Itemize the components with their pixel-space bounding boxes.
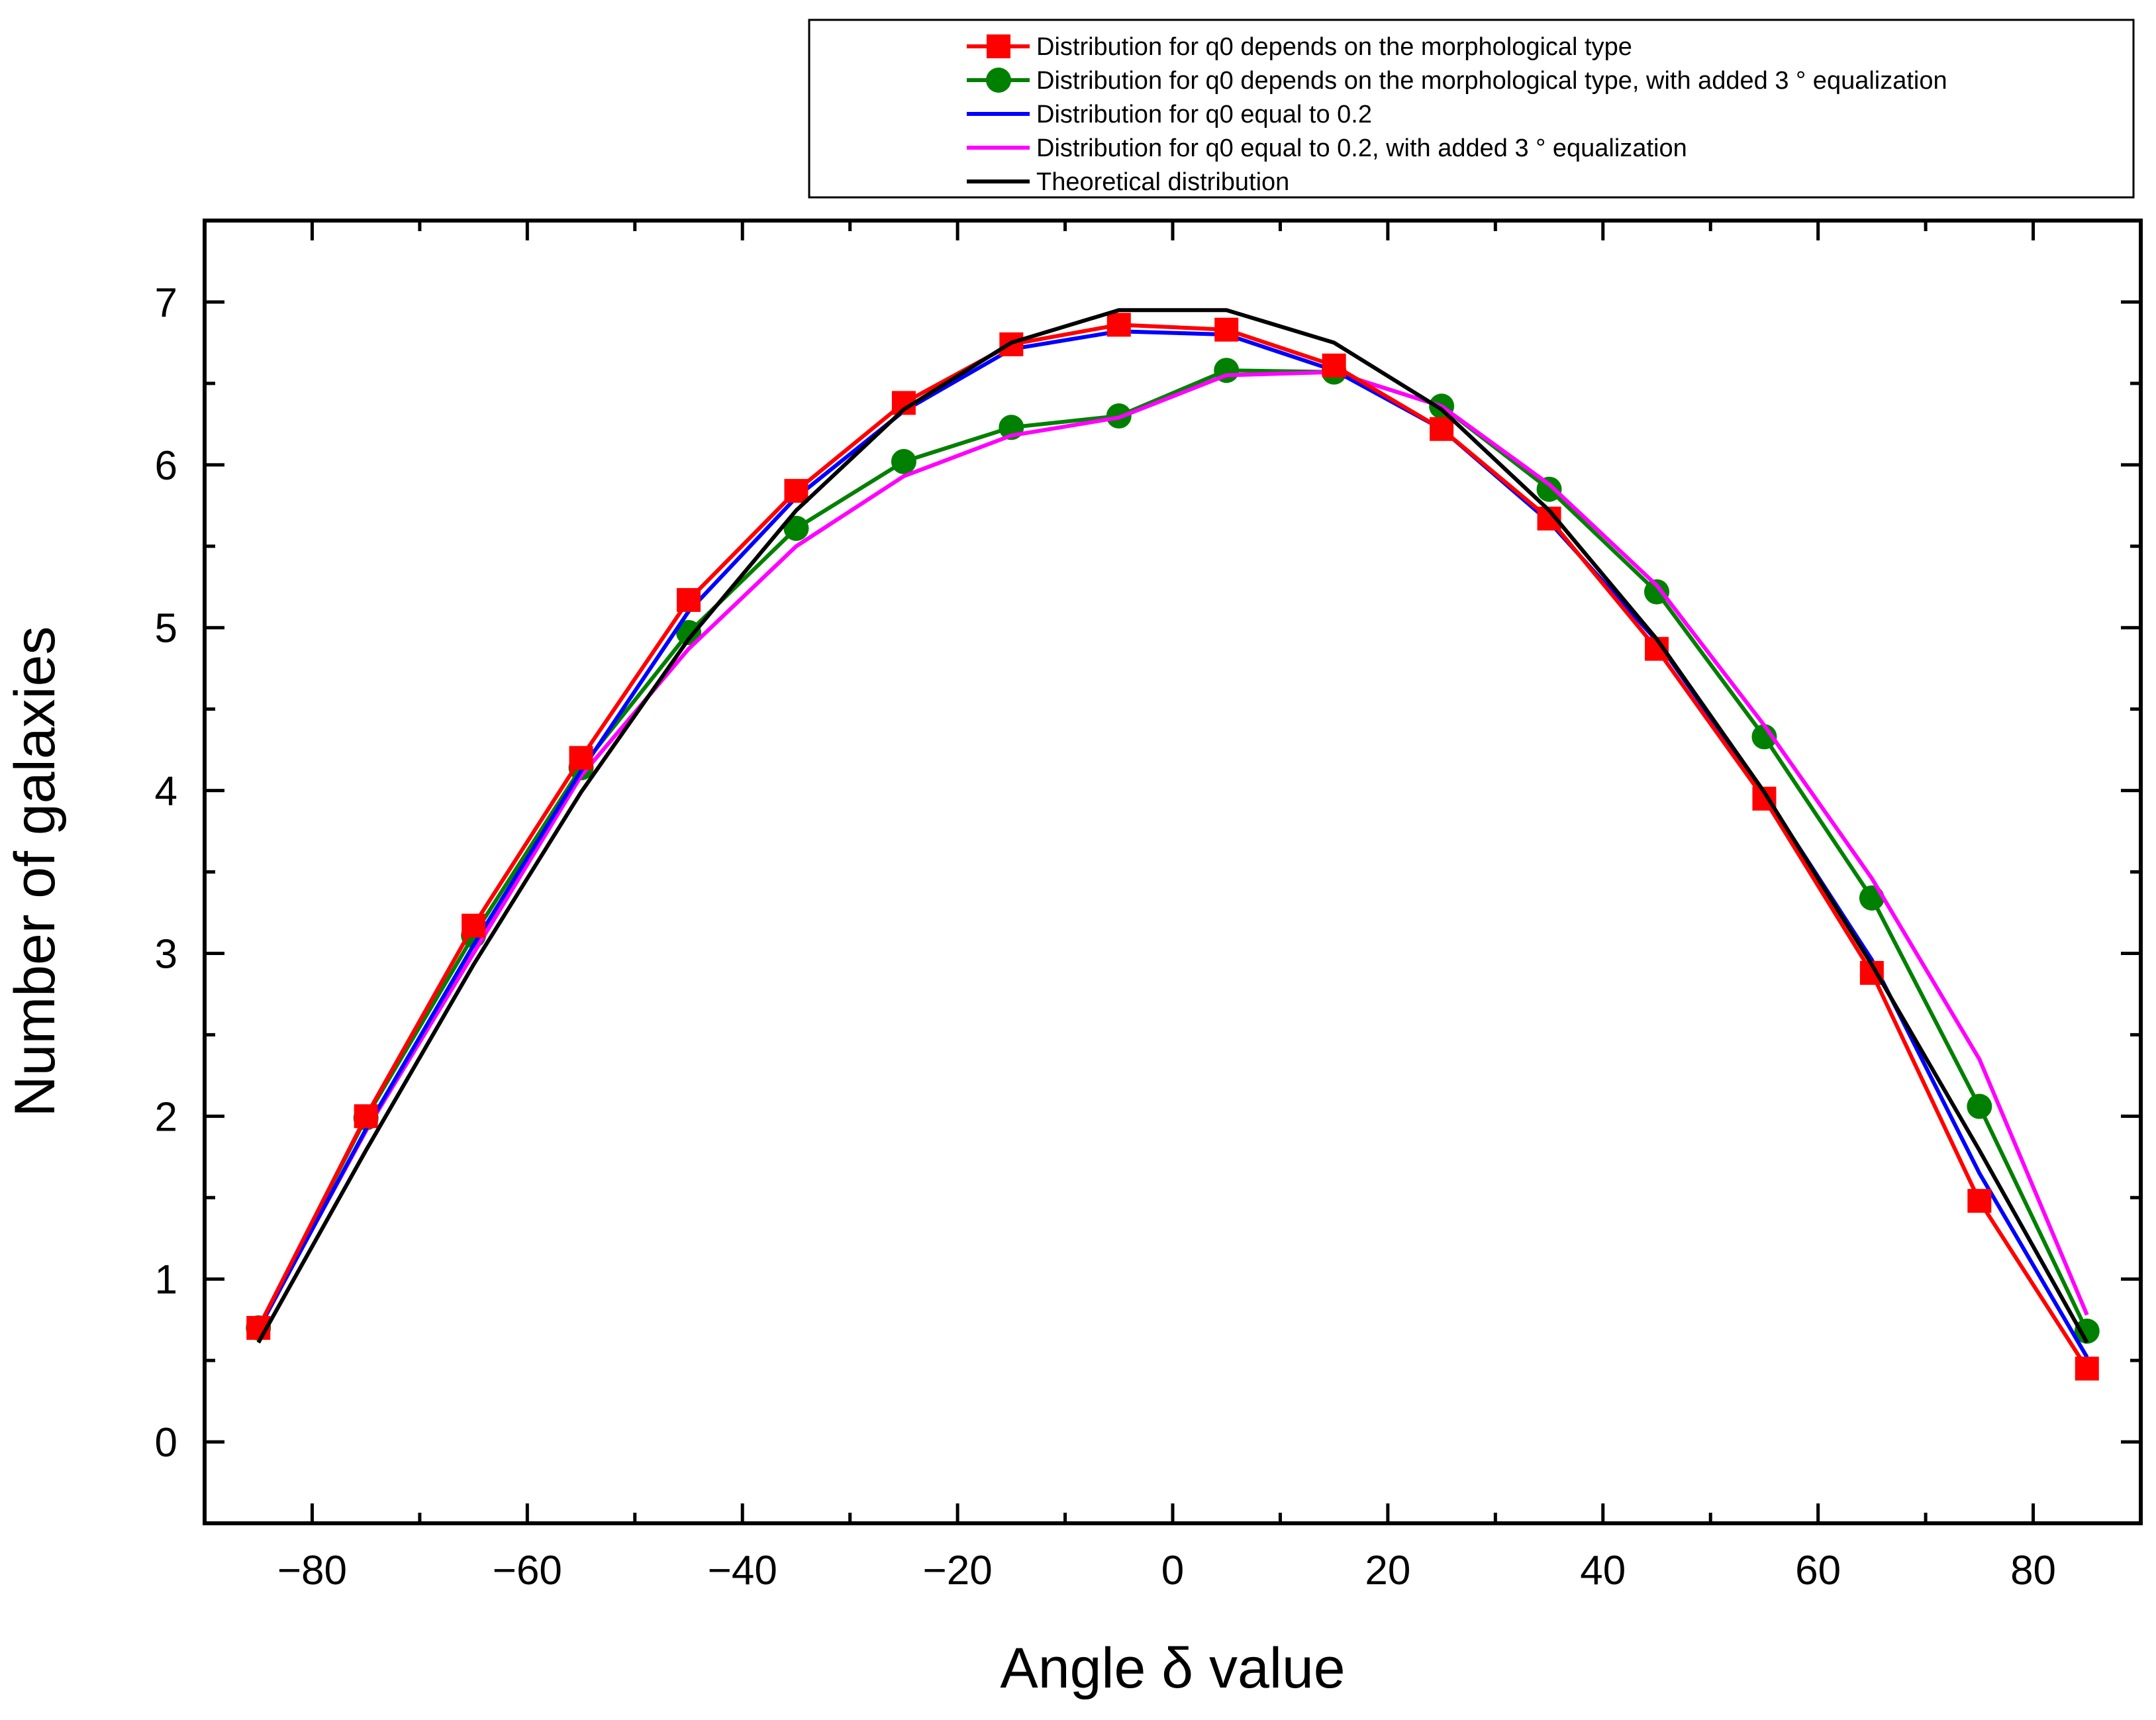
legend-marker-square <box>987 34 1010 58</box>
series-0-point <box>1322 353 1346 378</box>
series-0-point <box>2075 1356 2099 1381</box>
series-line-3 <box>256 370 2089 1329</box>
y-tick-label: 2 <box>155 1094 177 1140</box>
series-1-point <box>1967 1093 1992 1119</box>
legend-label-1: Distribution for q0 depends on the morph… <box>1036 67 1947 95</box>
legend: Distribution for q0 depends on the morph… <box>808 19 2135 199</box>
series-layer <box>246 308 2100 1381</box>
x-tick-label: 0 <box>1161 1548 1184 1594</box>
legend-label-4: Theoretical distribution <box>1036 168 1289 196</box>
x-tick-label: −40 <box>708 1548 777 1594</box>
tick-labels: −80 −60 −40 −20 0 20 40 60 80 0 1 2 3 4 5 6 7 <box>155 280 2057 1594</box>
x-tick-label: 40 <box>1580 1548 1626 1594</box>
series-0-point <box>569 746 593 770</box>
x-axis-title: Angle δ value <box>1000 1637 1345 1700</box>
series-0-point <box>354 1104 378 1129</box>
series-0-point <box>462 913 486 938</box>
series-0-point <box>1214 317 1239 342</box>
series-1-point <box>891 448 916 474</box>
series-1-point <box>1751 724 1777 750</box>
series-1-point <box>1644 579 1669 605</box>
legend-marker-circle <box>986 68 1011 93</box>
series-line-0 <box>256 323 2089 1370</box>
x-tick-label: 80 <box>2010 1548 2056 1594</box>
series-line-4 <box>256 308 2089 1344</box>
series-0-point <box>677 587 701 612</box>
y-tick-label: 7 <box>155 280 177 326</box>
x-tick-label: 20 <box>1365 1548 1410 1594</box>
x-tick-label: −80 <box>277 1548 347 1594</box>
x-tick-label: 60 <box>1795 1548 1841 1594</box>
axis-ticks <box>203 219 2143 1525</box>
x-tick-label: −20 <box>923 1548 993 1594</box>
y-tick-label: 4 <box>155 769 177 815</box>
y-tick-label: 3 <box>155 931 177 977</box>
series-0-point <box>784 479 808 503</box>
y-tick-label: 0 <box>155 1420 177 1466</box>
plot-frame <box>203 219 2143 1525</box>
y-tick-label: 1 <box>155 1257 177 1303</box>
series-1-point <box>676 620 701 646</box>
legend-label-3: Distribution for q0 equal to 0.2, with a… <box>1036 134 1687 162</box>
x-tick-label: −60 <box>493 1548 562 1594</box>
legend-label-0: Distribution for q0 depends on the morph… <box>1036 33 1632 61</box>
legend-label-2: Distribution for q0 equal to 0.2 <box>1036 101 1372 128</box>
series-0-point <box>1430 417 1454 441</box>
series-line-1 <box>256 368 2089 1333</box>
y-tick-label: 6 <box>155 443 177 489</box>
series-1-point <box>783 515 809 541</box>
legend-box <box>808 19 2135 199</box>
series-1-point <box>1859 885 1885 911</box>
series-0-point <box>1967 1189 1992 1213</box>
series-1-point <box>2074 1318 2100 1344</box>
series-1-point <box>1536 476 1562 502</box>
series-0-point <box>1106 313 1131 337</box>
y-axis-title: Number of galaxies <box>3 627 67 1117</box>
y-tick-label: 5 <box>155 606 177 652</box>
